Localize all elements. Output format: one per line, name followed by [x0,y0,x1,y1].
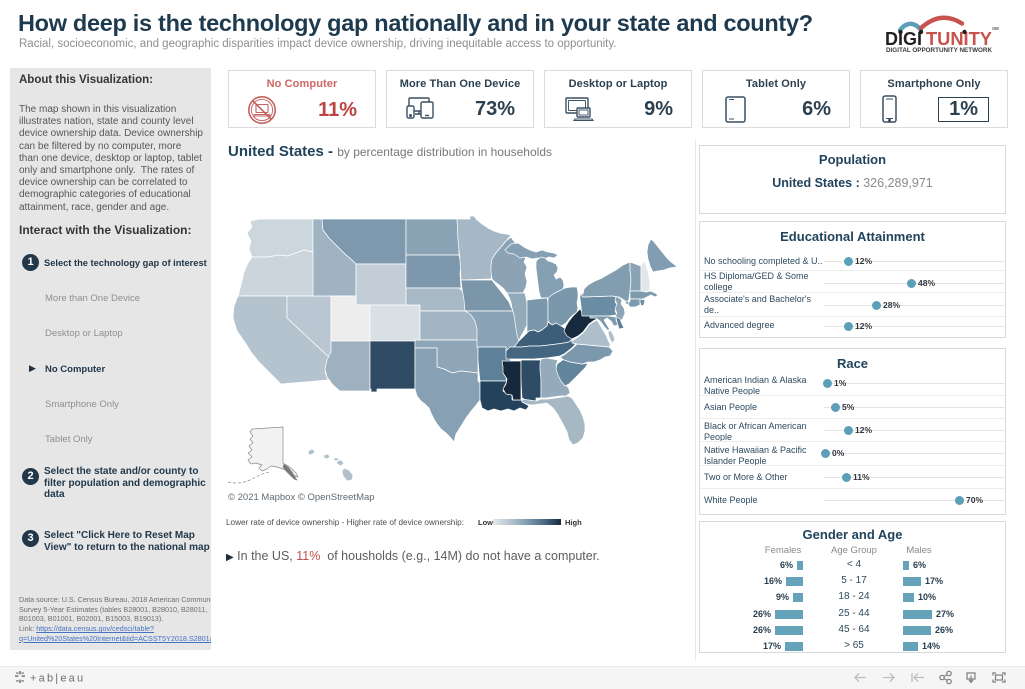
svg-text:DIGITAL OPPORTUNITY NETWORK: DIGITAL OPPORTUNITY NETWORK [886,47,993,54]
svg-text:DIGI: DIGI [885,29,922,49]
svg-text:+ab|eau: +ab|eau [30,673,85,685]
svg-text:SM: SM [992,26,999,31]
svg-text:TUNITY: TUNITY [926,29,992,49]
